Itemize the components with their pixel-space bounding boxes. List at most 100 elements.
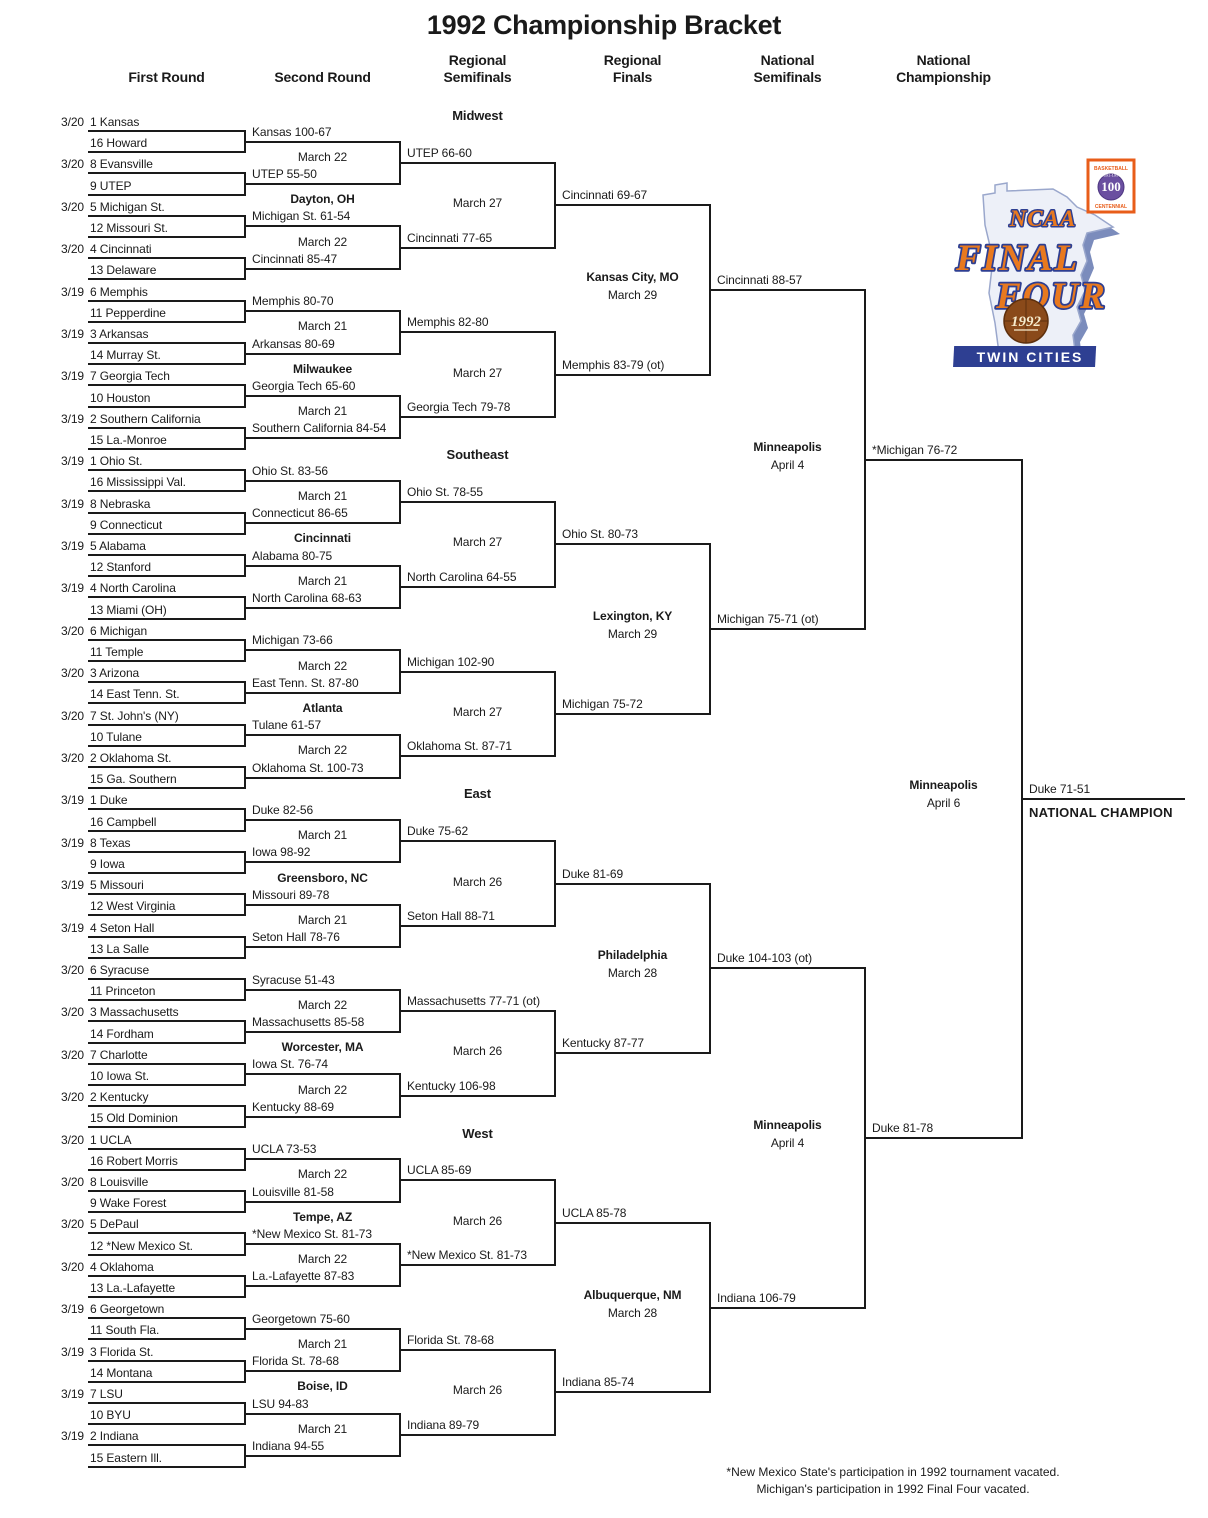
team-baseline [88, 426, 246, 429]
round2-advancer-label: East Tenn. St. 87-80 [252, 675, 359, 690]
game-date: 3/20 [61, 708, 84, 723]
team-baseline [88, 617, 246, 620]
national-semifinal-line [710, 289, 866, 291]
round2-advancer-label: Alabama 80-75 [252, 548, 333, 563]
team-seed-name: 7 LSU [90, 1387, 123, 1401]
round2-advancer-label: *New Mexico St. 81-73 [252, 1227, 372, 1241]
semifinal-line [400, 670, 556, 673]
semifinal-advancer-label: Ohio St. 78-55 [407, 485, 483, 499]
team-seed-name: 4 Seton Hall [90, 920, 155, 935]
team-seed-name: 13 La Salle [90, 941, 149, 956]
champion-team-label: Duke 71-51 [1029, 781, 1091, 796]
regional-final-advancer-label: Ohio St. 80-73 [562, 527, 638, 542]
round2-line [245, 1327, 401, 1330]
round2-advancer-label: Syracuse 51-43 [252, 972, 335, 987]
round2-line [245, 183, 401, 185]
round2-line [245, 607, 401, 609]
team-seed-name: 6 Georgetown [90, 1302, 165, 1317]
team-seed-name: 15 La.-Monroe [90, 433, 167, 447]
team-baseline [88, 193, 246, 196]
championship-line [865, 1137, 1023, 1139]
team-seed-name: 3 Arizona [90, 666, 140, 681]
semifinal-advancer-label: Duke 75-62 [407, 824, 469, 839]
round2-line [245, 649, 401, 652]
team-seed-name: 2 Indiana [90, 1429, 139, 1444]
round2-line [245, 1073, 401, 1076]
team-seed-name: 13 Delaware [90, 263, 157, 278]
semifinal-advancer-label: Michigan 102-90 [407, 654, 495, 669]
game-date: 3/19 [61, 581, 84, 596]
team-baseline [88, 893, 246, 896]
game-date: 3/19 [61, 1344, 84, 1359]
team-seed-name: 6 Michigan [90, 623, 148, 638]
logo-basketball-icon: 1992 [1003, 298, 1049, 344]
team-baseline [88, 596, 246, 599]
team-baseline [88, 1105, 246, 1108]
semifinal-line [400, 501, 556, 503]
team-baseline [88, 1359, 246, 1362]
round2-game-date: March 21 [297, 319, 348, 334]
team-baseline [88, 660, 246, 662]
team-seed-name: 9 Wake Forest [90, 1196, 167, 1211]
game-date: 3/19 [61, 369, 84, 384]
team-seed-name: 3 Florida St. [90, 1344, 154, 1359]
semifinal-line [400, 1264, 556, 1267]
team-seed-name: 4 Cincinnati [90, 242, 152, 257]
team-seed-name: 11 Pepperdine [90, 305, 166, 320]
national-semifinal-line [710, 967, 866, 970]
regional-final-line [555, 204, 711, 207]
semifinal-line [400, 246, 556, 249]
team-baseline [88, 1041, 246, 1044]
championship-site: Minneapolis [909, 777, 978, 792]
semifinal-line [400, 1179, 556, 1182]
team-baseline [88, 1402, 246, 1404]
round2-line [245, 1158, 401, 1161]
game-date: 3/20 [61, 1217, 84, 1232]
team-baseline [88, 787, 246, 790]
team-seed-name: 14 East Tenn. St. [90, 687, 180, 702]
team-seed-name: 14 Murray St. [90, 348, 161, 363]
team-seed-name: 1 Ohio St. [90, 454, 143, 469]
round2-advancer-label: Seton Hall 78-76 [252, 930, 340, 945]
team-baseline [88, 532, 246, 535]
final-four-site: Minneapolis [753, 1118, 822, 1132]
team-baseline [88, 1338, 246, 1341]
round2-line [245, 225, 401, 228]
column-header: Regional Semifinals [443, 52, 512, 85]
national-semifinal-advancer-label: Cincinnati 88-57 [717, 273, 803, 287]
game-date: 3/20 [61, 1175, 84, 1189]
semifinal-advancer-label: Georgia Tech 79-78 [407, 400, 511, 415]
game-date: 3/20 [61, 115, 84, 129]
team-baseline [88, 172, 246, 175]
regional-final-date: March 29 [607, 627, 658, 642]
round2-game-date: March 22 [297, 234, 348, 249]
team-baseline [88, 850, 246, 853]
round2-line [245, 988, 401, 991]
championship-date: April 6 [926, 795, 961, 810]
team-baseline [88, 1147, 246, 1150]
round2-game-date: March 21 [297, 1421, 348, 1436]
region-name: Midwest [452, 108, 503, 123]
regional-final-advancer-label: Duke 81-69 [562, 866, 624, 881]
regional-final-site: Lexington, KY [592, 609, 673, 624]
semifinal-game-date: March 27 [452, 196, 503, 211]
round2-game-date: March 22 [297, 743, 348, 758]
logo-final-text: FINAL [955, 238, 1079, 279]
team-baseline [88, 1232, 246, 1235]
regional-final-line [555, 1221, 711, 1224]
game-date: 3/19 [61, 454, 84, 469]
round2-advancer-label: Missouri 89-78 [252, 887, 330, 902]
team-baseline [88, 638, 246, 641]
team-baseline [88, 278, 246, 281]
team-seed-name: 8 Louisville [90, 1175, 149, 1189]
round2-advancer-label: Cincinnati 85-47 [252, 251, 338, 266]
semifinal-line [400, 161, 556, 164]
round2-line [245, 1031, 401, 1033]
team-baseline [88, 575, 246, 578]
game-date: 3/19 [61, 1302, 84, 1317]
team-baseline [88, 1211, 246, 1214]
team-baseline [88, 511, 246, 514]
pod-site-label: Boise, ID [297, 1379, 348, 1394]
team-baseline [88, 702, 246, 705]
pod-site-label: Milwaukee [292, 361, 353, 376]
